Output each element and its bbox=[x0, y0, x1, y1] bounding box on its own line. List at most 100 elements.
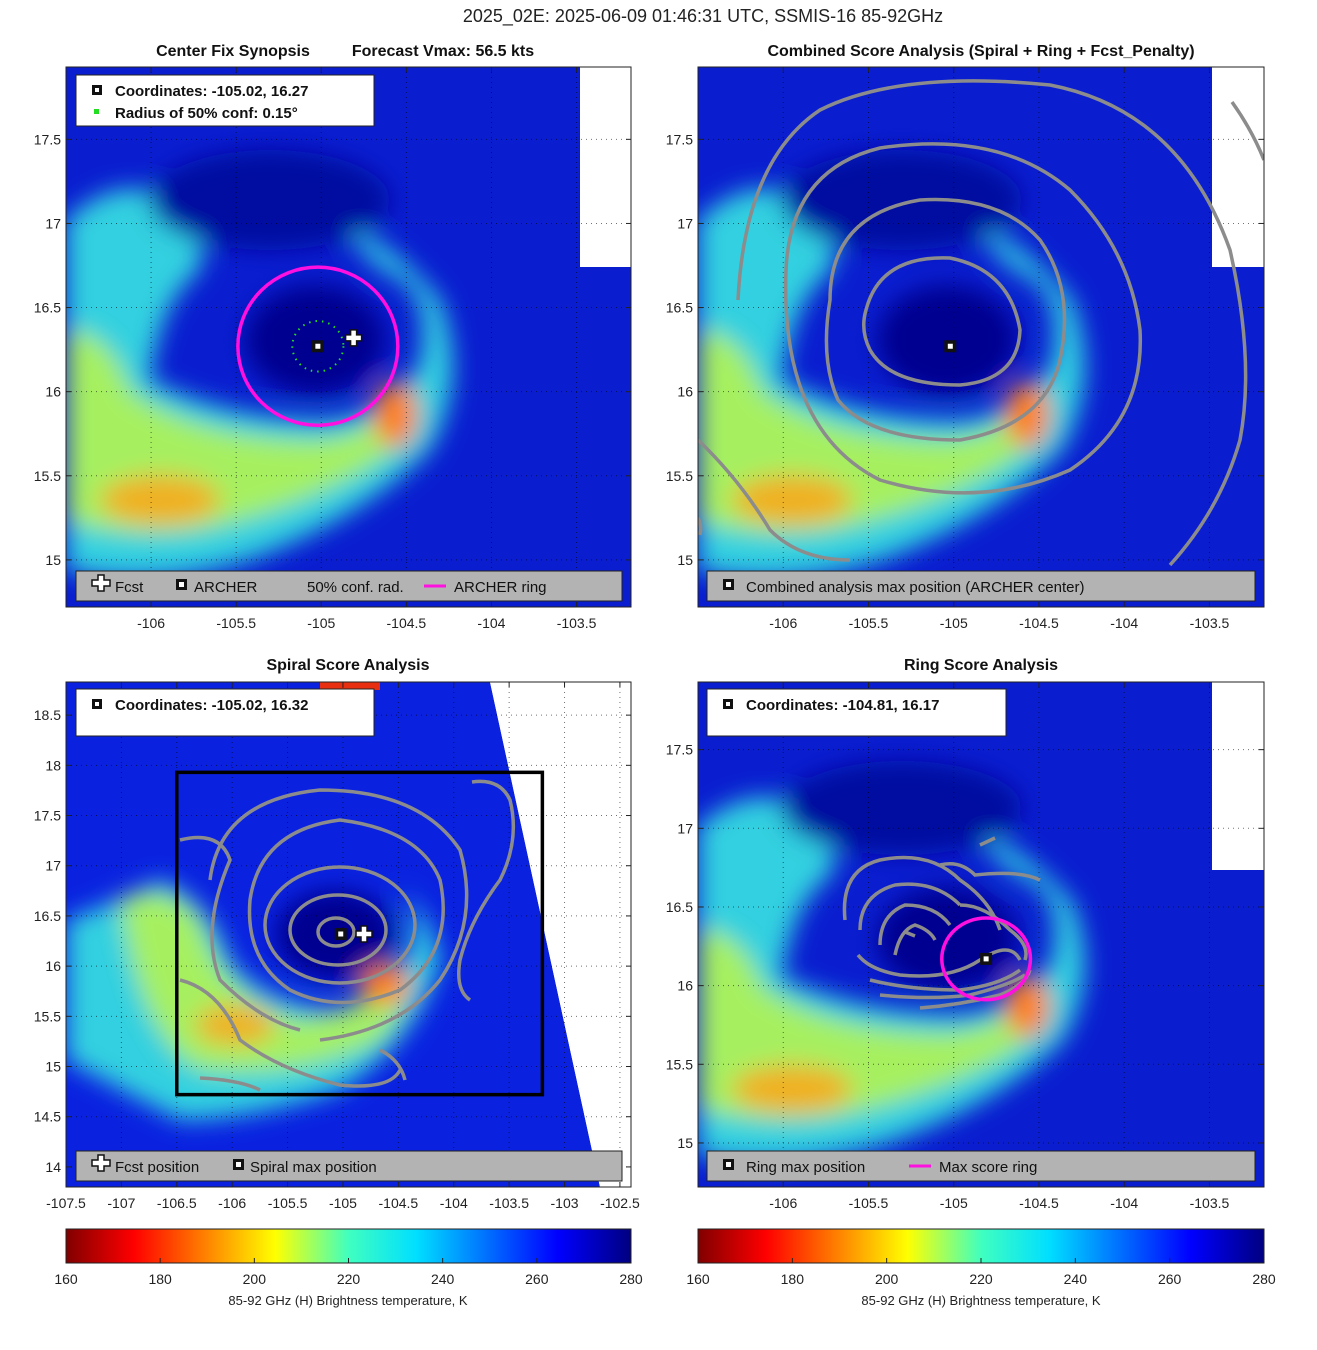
y-tick-label: 17 bbox=[677, 820, 693, 836]
y-tick-label: 15 bbox=[45, 552, 61, 568]
x-tick-label: -103.5 bbox=[557, 615, 597, 631]
colorbar-tick-label: 220 bbox=[337, 1271, 361, 1287]
x-tick-label: -103 bbox=[551, 1195, 579, 1211]
colorbar-tick-label: 280 bbox=[1252, 1271, 1276, 1287]
center-fix-legend bbox=[75, 570, 623, 602]
x-tick-label: -105.5 bbox=[268, 1195, 308, 1211]
colorbar-tick-label: 260 bbox=[525, 1271, 549, 1287]
center-fix-title: Center Fix Synopsis bbox=[156, 43, 310, 60]
colorbar-tick-label: 180 bbox=[781, 1271, 805, 1287]
ring-heatmap bbox=[698, 682, 1264, 1187]
forecast-position-marker bbox=[344, 329, 363, 347]
colorbar-tick-label: 240 bbox=[431, 1271, 455, 1287]
combined-contours bbox=[698, 79, 1264, 567]
y-tick-label: 17 bbox=[677, 215, 693, 231]
colorbar-right-gradient bbox=[697, 1228, 1265, 1264]
y-tick-label: 18 bbox=[45, 757, 61, 773]
x-tick-label: -107.5 bbox=[46, 1195, 86, 1211]
panel-ring: Ring Score Analysis bbox=[666, 657, 1265, 1211]
spiral-axes bbox=[65, 681, 632, 1188]
legend-fcst: Fcst bbox=[115, 579, 144, 596]
y-tick-label: 15 bbox=[45, 1059, 61, 1075]
x-tick-label: -104 bbox=[1110, 615, 1138, 631]
forecast-position-marker bbox=[355, 925, 373, 943]
colorbar-tick-label: 160 bbox=[686, 1271, 710, 1287]
y-tick-label: 17 bbox=[45, 858, 61, 874]
x-tick-label: -105.5 bbox=[849, 1195, 889, 1211]
x-tick-label: -104.5 bbox=[1019, 1195, 1059, 1211]
x-tick-label: -103.5 bbox=[1190, 1195, 1230, 1211]
x-tick-label: -104.5 bbox=[379, 1195, 419, 1211]
y-tick-label: 16.5 bbox=[666, 300, 693, 316]
y-tick-label: 15.5 bbox=[666, 1056, 693, 1072]
spiral-max-marker-inner bbox=[338, 931, 344, 937]
x-tick-label: -104 bbox=[1110, 1195, 1138, 1211]
colorbar-tick-label: 260 bbox=[1158, 1271, 1182, 1287]
center-fix-info-box bbox=[75, 74, 375, 127]
y-tick-label: 16 bbox=[677, 978, 693, 994]
x-tick-label: -107 bbox=[107, 1195, 135, 1211]
y-tick-label: 17.5 bbox=[34, 808, 61, 824]
spiral-title: Spiral Score Analysis bbox=[266, 657, 429, 674]
spiral-info-box bbox=[75, 688, 375, 737]
colorbar-tick-label: 240 bbox=[1064, 1271, 1088, 1287]
spiral-heatmap bbox=[66, 682, 631, 1187]
spiral-coordinates: Coordinates: -105.02, 16.32 bbox=[115, 697, 308, 714]
panel-center-fix: Center Fix Synopsis Forecast Vmax: 56.5 … bbox=[34, 43, 632, 631]
x-tick-label: -103.5 bbox=[1190, 615, 1230, 631]
x-tick-label: -106 bbox=[218, 1195, 246, 1211]
fcst-plus-icon bbox=[91, 574, 111, 592]
legend-spiral-max: Spiral max position bbox=[250, 1159, 377, 1176]
center-fix-no-data bbox=[580, 67, 631, 267]
y-tick-label: 14 bbox=[45, 1159, 61, 1175]
y-tick-label: 17.5 bbox=[666, 742, 693, 758]
colorbar-right-label: 85-92 GHz (H) Brightness temperature, K bbox=[861, 1293, 1100, 1308]
x-tick-label: -106 bbox=[769, 615, 797, 631]
center-fix-heatmap bbox=[66, 67, 631, 607]
x-tick-label: -105 bbox=[940, 1195, 968, 1211]
ring-info-box bbox=[706, 688, 1007, 737]
center-fix-axes bbox=[65, 66, 632, 608]
ring-contours bbox=[842, 836, 1041, 1010]
colorbar-left: 160 180 200 220 240 260 280 85-92 GHz (H) Brig… bbox=[54, 1228, 643, 1308]
x-tick-label: -104 bbox=[440, 1195, 468, 1211]
fcst-position-plus-icon bbox=[91, 1154, 111, 1172]
y-tick-label: 16.5 bbox=[34, 908, 61, 924]
combined-max-marker-inner bbox=[947, 343, 953, 349]
x-tick-label: -105.5 bbox=[216, 615, 256, 631]
colorbar-tick-label: 200 bbox=[875, 1271, 899, 1287]
figure-title: 2025_02E: 2025-06-09 01:46:31 UTC, SSMIS… bbox=[463, 6, 943, 27]
y-tick-label: 17.5 bbox=[666, 131, 693, 147]
y-tick-label: 17 bbox=[45, 215, 61, 231]
conf-radius-circle bbox=[291, 320, 345, 373]
x-tick-label: -105 bbox=[329, 1195, 357, 1211]
x-tick-label: -102.5 bbox=[600, 1195, 640, 1211]
colorbar-left-gradient bbox=[65, 1228, 632, 1264]
legend-archer: ARCHER bbox=[194, 579, 258, 596]
archer-ring bbox=[236, 265, 400, 428]
colorbar-tick-label: 160 bbox=[54, 1271, 78, 1287]
legend-combined-max: Combined analysis max position (ARCHER c… bbox=[746, 579, 1084, 596]
legend-conf-rad: 50% conf. rad. bbox=[307, 579, 404, 596]
legend-archer-ring: ARCHER ring bbox=[454, 579, 547, 596]
center-fix-coordinates: Coordinates: -105.02, 16.27 bbox=[115, 83, 308, 100]
center-fix-vmax: Forecast Vmax: 56.5 kts bbox=[352, 43, 534, 60]
y-tick-label: 16 bbox=[45, 958, 61, 974]
x-tick-label: -105 bbox=[940, 615, 968, 631]
max-score-ring bbox=[940, 916, 1033, 1002]
colorbar-tick-label: 220 bbox=[969, 1271, 993, 1287]
y-tick-label: 16.5 bbox=[666, 899, 693, 915]
combined-axes bbox=[697, 66, 1265, 608]
colorbar-tick-label: 280 bbox=[619, 1271, 643, 1287]
x-tick-label: -103.5 bbox=[489, 1195, 529, 1211]
spiral-legend bbox=[75, 1150, 623, 1182]
spiral-contours bbox=[179, 779, 516, 1092]
x-tick-label: -105.5 bbox=[849, 615, 889, 631]
ring-legend bbox=[706, 1150, 1256, 1182]
y-tick-label: 15 bbox=[677, 1135, 693, 1151]
x-tick-label: -106 bbox=[137, 615, 165, 631]
legend-ring-max: Ring max position bbox=[746, 1159, 865, 1176]
ring-max-marker-inner bbox=[983, 956, 989, 962]
y-tick-label: 17.5 bbox=[34, 131, 61, 147]
